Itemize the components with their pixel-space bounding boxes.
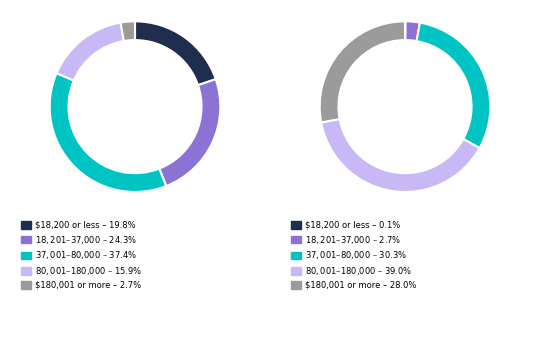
Wedge shape: [50, 73, 166, 192]
Wedge shape: [57, 23, 124, 80]
Wedge shape: [321, 119, 480, 192]
Wedge shape: [417, 23, 490, 148]
Wedge shape: [159, 79, 220, 186]
Wedge shape: [406, 21, 420, 41]
Legend: $18,200 or less – 19.8%, $18,201–$37,000 – 24.3%, $37,001–$80,000 – 37.4%, $80,0: $18,200 or less – 19.8%, $18,201–$37,000…: [18, 217, 146, 293]
Legend: $18,200 or less – 0.1%, $18,201–$37,000 – 2.7%, $37,001–$80,000 – 30.3%, $80,001: $18,200 or less – 0.1%, $18,201–$37,000 …: [288, 217, 420, 293]
Wedge shape: [120, 21, 135, 41]
Wedge shape: [320, 21, 405, 122]
Wedge shape: [135, 21, 216, 85]
